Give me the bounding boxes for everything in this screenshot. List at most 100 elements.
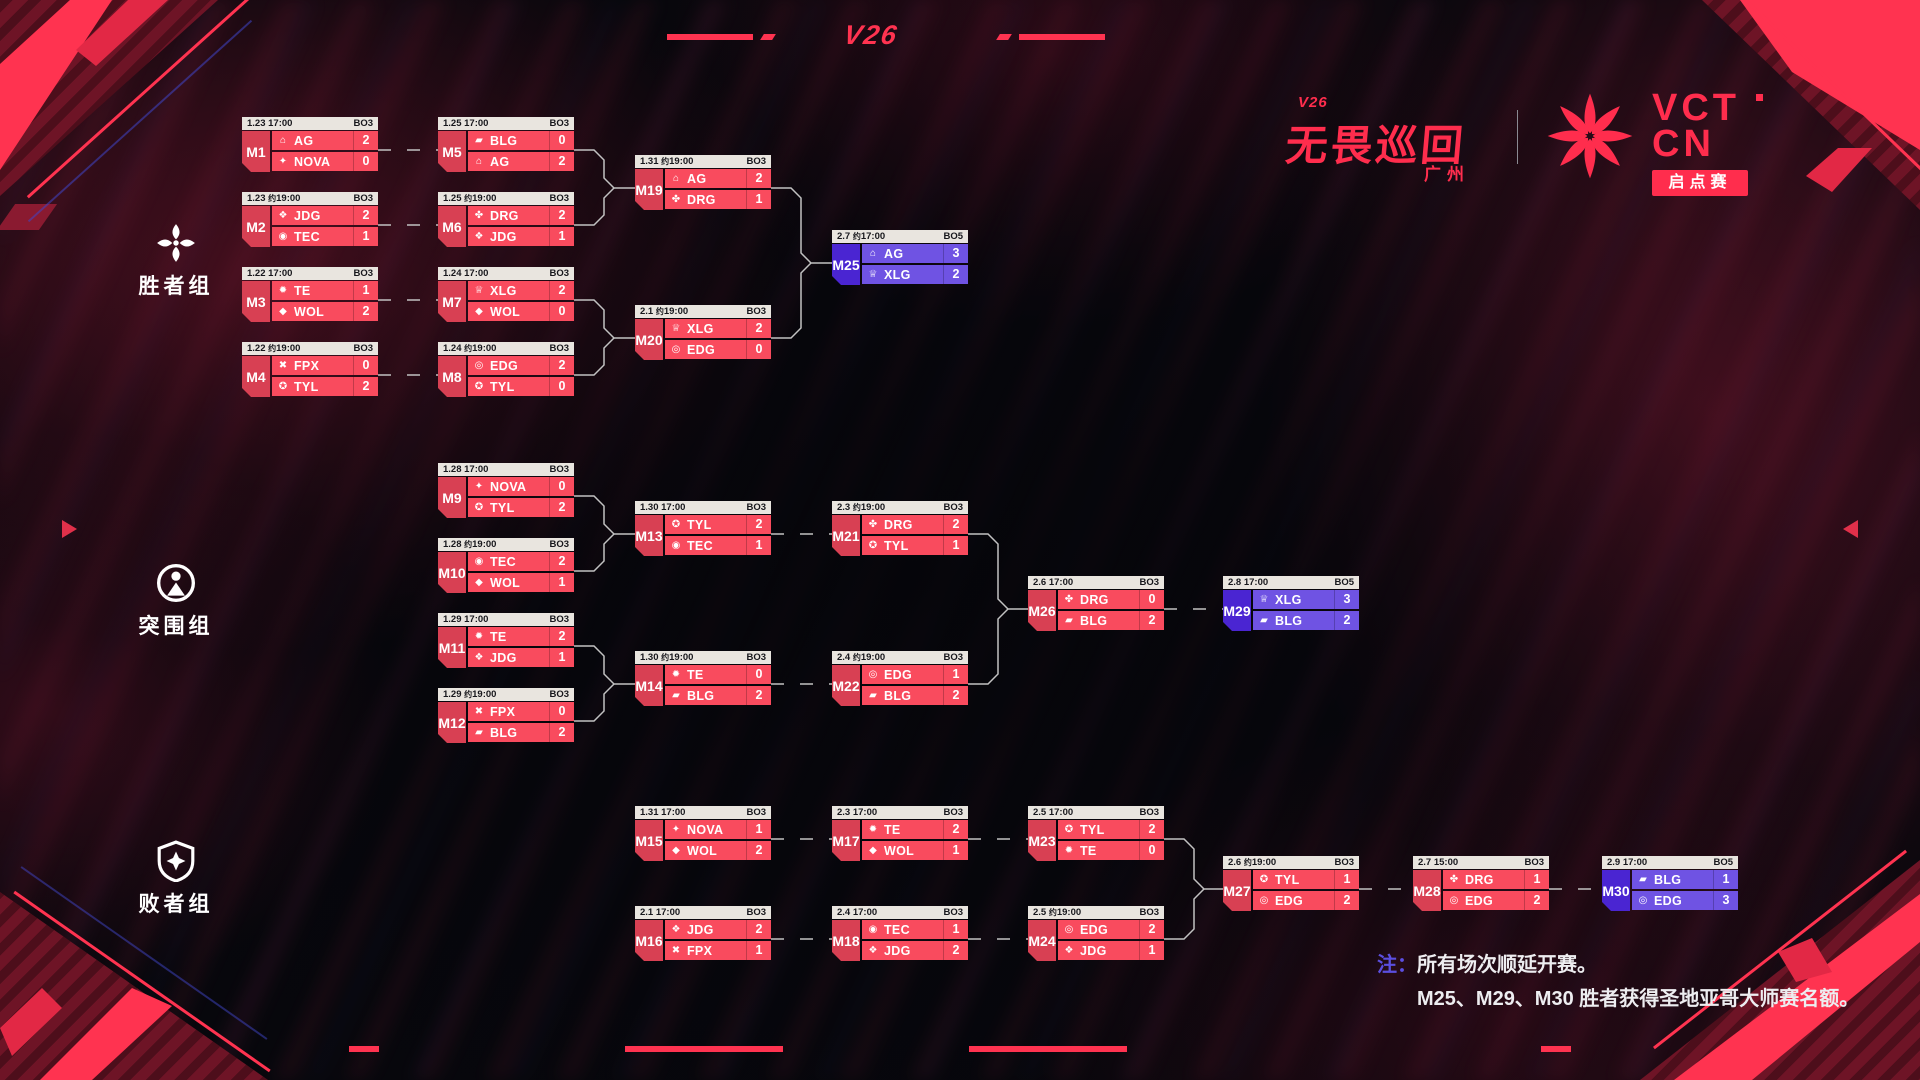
blg-logo-icon: ▰ <box>1639 874 1647 885</box>
team-row-xlg: ♕ XLG 2 <box>468 281 574 300</box>
match-card-M24[interactable]: 2.5 约19:00 BO3 M24 ◎ EDG 2 ❖ JDG 1 <box>1028 906 1164 961</box>
team-row-ag: ⌂ AG 2 <box>272 131 378 150</box>
match-format: BO3 <box>1139 577 1159 588</box>
match-card-M17[interactable]: 2.3 17:00 BO3 M17 ✹ TE 2 ◆ WOL 1 <box>832 806 968 861</box>
match-card-M18[interactable]: 2.4 17:00 BO3 M18 ◉ TEC 1 ❖ JDG 2 <box>832 906 968 961</box>
match-card-M20[interactable]: 2.1 约19:00 BO3 M20 ♕ XLG 2 ◎ EDG 0 <box>635 305 771 360</box>
team-row-ag: ⌂ AG 2 <box>468 152 574 171</box>
team-score: 2 <box>353 131 378 150</box>
team-score: 2 <box>1524 891 1549 910</box>
team-row-blg: ▰ BLG 2 <box>862 686 968 705</box>
team-name: EDG <box>687 342 715 357</box>
match-card-M4[interactable]: 1.22 约19:00 BO3 M4 ✖ FPX 0 ✪ TYL 2 <box>242 342 378 397</box>
team-score: 0 <box>1139 590 1164 609</box>
match-card-M9[interactable]: 1.28 17:00 BO3 M9 ✦ NOVA 0 ✪ TYL 2 <box>438 463 574 518</box>
te-logo-icon: ✹ <box>278 285 288 296</box>
match-card-M6[interactable]: 1.25 约19:00 BO3 M6 ✤ DRG 2 ❖ JDG 1 <box>438 192 574 247</box>
match-card-M14[interactable]: 1.30 约19:00 BO3 M14 ✹ TE 0 ▰ BLG 2 <box>635 651 771 706</box>
match-header: 1.28 约19:00 BO3 <box>438 538 574 551</box>
team-score: 1 <box>1334 870 1359 889</box>
match-card-M21[interactable]: 2.3 约19:00 BO3 M21 ✤ DRG 2 ✪ TYL 1 <box>832 501 968 556</box>
match-card-M11[interactable]: 1.29 17:00 BO3 M11 ✹ TE 2 ❖ JDG 1 <box>438 613 574 668</box>
team-row-edg: ◎ EDG 2 <box>1253 891 1359 910</box>
match-datetime: 2.8 17:00 <box>1228 577 1269 588</box>
match-card-M16[interactable]: 2.1 17:00 BO3 M16 ❖ JDG 2 ✖ FPX 1 <box>635 906 771 961</box>
team-row-wol: ◆ WOL 1 <box>468 573 574 592</box>
team-score: 2 <box>549 552 574 571</box>
team-name: JDG <box>884 943 911 958</box>
match-id: M20 <box>635 319 663 360</box>
footnote: 注：所有场次顺延开赛。 M25、M29、M30 胜者获得圣地亚哥大师赛名额。 <box>1377 948 1859 1016</box>
match-card-M25[interactable]: 2.7 约17:00 BO5 M25 ⌂ AG 3 ♕ XLG 2 <box>832 230 968 285</box>
footnote-line-2: M25、M29、M30 胜者获得圣地亚哥大师赛名额。 <box>1417 988 1860 1010</box>
match-id: M9 <box>438 477 466 518</box>
group-label-breakout: 突围组 <box>106 562 246 640</box>
team-name: XLG <box>884 267 911 282</box>
bottom-accent-bar-right <box>969 1046 1127 1052</box>
team-score: 2 <box>1139 611 1164 630</box>
team-name: TEC <box>884 922 910 937</box>
approx-time-prefix: 约 <box>1048 908 1057 917</box>
match-datetime: 1.22 约19:00 <box>247 343 301 354</box>
match-card-M28[interactable]: 2.7 15:00 BO3 M28 ✤ DRG 1 ◎ EDG 2 <box>1413 856 1549 911</box>
ag-logo-icon: ⌂ <box>869 248 877 259</box>
match-format: BO3 <box>746 502 766 513</box>
match-id: M7 <box>438 281 466 322</box>
approx-time-prefix: 约 <box>268 344 277 353</box>
team-row-te: ✹ TE 1 <box>272 281 378 300</box>
team-name: EDG <box>1080 922 1108 937</box>
match-datetime: 2.1 17:00 <box>640 907 681 918</box>
breakout-group-icon <box>156 563 196 603</box>
match-card-M7[interactable]: 1.24 17:00 BO3 M7 ♕ XLG 2 ◆ WOL 0 <box>438 267 574 322</box>
match-card-M23[interactable]: 2.5 17:00 BO3 M23 ✪ TYL 2 ✹ TE 0 <box>1028 806 1164 861</box>
match-header: 2.3 约19:00 BO3 <box>832 501 968 514</box>
match-card-M12[interactable]: 1.29 约19:00 BO3 M12 ✖ FPX 0 ▰ BLG 2 <box>438 688 574 743</box>
match-id: M24 <box>1028 920 1056 961</box>
team-name: AG <box>294 133 314 148</box>
team-score: 3 <box>943 244 968 263</box>
team-score: 0 <box>549 477 574 496</box>
match-card-M5[interactable]: 1.25 17:00 BO3 M5 ▰ BLG 0 ⌂ AG 2 <box>438 117 574 172</box>
fpx-logo-icon: ✖ <box>474 706 484 717</box>
match-card-M1[interactable]: 1.23 17:00 BO3 M1 ⌂ AG 2 ✦ NOVA 0 <box>242 117 378 172</box>
team-name: TYL <box>884 538 909 553</box>
team-score: 2 <box>353 377 378 396</box>
match-card-M3[interactable]: 1.22 17:00 BO3 M3 ✹ TE 1 ◆ WOL 2 <box>242 267 378 322</box>
match-datetime: 1.25 17:00 <box>443 118 489 129</box>
right-edge-arrow-icon <box>1843 520 1858 538</box>
match-card-M30[interactable]: 2.9 17:00 BO5 M30 ▰ BLG 1 ◎ EDG 3 <box>1602 856 1738 911</box>
match-card-M19[interactable]: 1.31 约19:00 BO3 M19 ⌂ AG 2 ✤ DRG 1 <box>635 155 771 210</box>
team-row-tec: ◉ TEC 1 <box>272 227 378 246</box>
team-score: 1 <box>746 941 771 960</box>
match-card-M13[interactable]: 1.30 17:00 BO3 M13 ✪ TYL 2 ◉ TEC 1 <box>635 501 771 556</box>
match-format: BO3 <box>549 343 569 354</box>
group-label-winners: 胜者组 <box>106 222 246 300</box>
match-card-M10[interactable]: 1.28 约19:00 BO3 M10 ◉ TEC 2 ◆ WOL 1 <box>438 538 574 593</box>
match-id: M3 <box>242 281 270 322</box>
team-score: 0 <box>1139 841 1164 860</box>
match-card-M29[interactable]: 2.8 17:00 BO5 M29 ♕ XLG 3 ▰ BLG 2 <box>1223 576 1359 631</box>
team-row-te: ✹ TE 2 <box>468 627 574 646</box>
approx-time-prefix: 约 <box>1243 858 1252 867</box>
match-card-M26[interactable]: 2.6 17:00 BO3 M26 ✤ DRG 0 ▰ BLG 2 <box>1028 576 1164 631</box>
match-header: 1.25 17:00 BO3 <box>438 117 574 130</box>
team-score: 2 <box>746 515 771 534</box>
approx-time-prefix: 约 <box>661 157 670 166</box>
team-name: JDG <box>294 208 321 223</box>
drg-logo-icon: ✤ <box>868 519 878 530</box>
match-card-M27[interactable]: 2.6 约19:00 BO3 M27 ✪ TYL 1 ◎ EDG 2 <box>1223 856 1359 911</box>
match-card-M22[interactable]: 2.4 约19:00 BO3 M22 ◎ EDG 1 ▰ BLG 2 <box>832 651 968 706</box>
match-card-M8[interactable]: 1.24 约19:00 BO3 M8 ◎ EDG 2 ✪ TYL 0 <box>438 342 574 397</box>
team-row-fpx: ✖ FPX 0 <box>272 356 378 375</box>
match-card-M15[interactable]: 1.31 17:00 BO3 M15 ✦ NOVA 1 ◆ WOL 2 <box>635 806 771 861</box>
team-score: 2 <box>549 206 574 225</box>
tyl-logo-icon: ✪ <box>474 502 484 513</box>
match-format: BO3 <box>549 689 569 700</box>
team-row-blg: ▰ BLG 2 <box>468 723 574 742</box>
team-score: 0 <box>746 340 771 359</box>
match-header: 1.28 17:00 BO3 <box>438 463 574 476</box>
match-card-M2[interactable]: 1.23 约19:00 BO3 M2 ❖ JDG 2 ◉ TEC 1 <box>242 192 378 247</box>
team-row-blg: ▰ BLG 2 <box>665 686 771 705</box>
team-row-xlg: ♕ XLG 3 <box>1253 590 1359 609</box>
team-score: 1 <box>943 665 968 684</box>
